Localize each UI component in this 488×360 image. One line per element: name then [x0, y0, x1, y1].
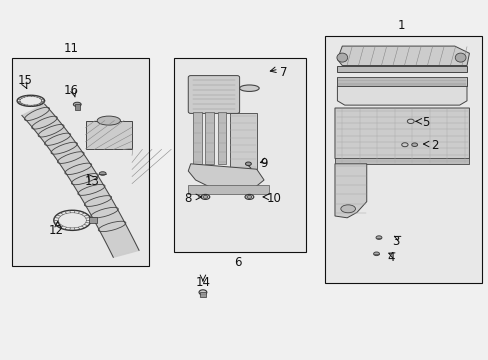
Ellipse shape [245, 162, 251, 166]
Text: 3: 3 [391, 235, 399, 248]
Text: 11: 11 [63, 42, 78, 55]
Bar [12, 58, 149, 266]
Ellipse shape [244, 194, 253, 199]
Polygon shape [22, 104, 139, 257]
Bar [188, 185, 268, 194]
Text: 5: 5 [421, 116, 428, 129]
Ellipse shape [411, 143, 417, 147]
Text: 6: 6 [234, 256, 242, 269]
Polygon shape [188, 164, 264, 192]
Ellipse shape [373, 252, 379, 256]
Bar [193, 112, 202, 164]
Text: 7: 7 [279, 66, 287, 78]
Text: 13: 13 [84, 175, 99, 188]
Ellipse shape [199, 290, 206, 295]
Bar [12, 58, 149, 266]
Ellipse shape [97, 116, 120, 125]
FancyBboxPatch shape [188, 76, 239, 113]
Ellipse shape [73, 102, 81, 107]
Bar [217, 112, 226, 164]
Polygon shape [337, 66, 466, 72]
Ellipse shape [454, 53, 465, 62]
Text: 12: 12 [49, 224, 63, 237]
Ellipse shape [407, 119, 413, 123]
Text: 1: 1 [396, 19, 404, 32]
Ellipse shape [401, 143, 407, 147]
Ellipse shape [99, 172, 106, 175]
Text: 9: 9 [260, 157, 267, 170]
Bar [199, 292, 206, 297]
Ellipse shape [239, 85, 259, 91]
Bar [229, 113, 256, 169]
Polygon shape [337, 86, 466, 105]
Ellipse shape [201, 194, 209, 199]
Text: 14: 14 [195, 276, 210, 289]
Bar [173, 58, 305, 252]
Ellipse shape [336, 53, 347, 62]
Polygon shape [334, 158, 468, 164]
Text: 4: 4 [386, 251, 394, 264]
Ellipse shape [375, 236, 381, 239]
Ellipse shape [203, 195, 207, 198]
Bar [88, 217, 97, 223]
Polygon shape [337, 77, 466, 86]
Text: 16: 16 [63, 84, 78, 96]
Bar [325, 36, 481, 283]
Bar [205, 112, 214, 164]
Bar [85, 121, 132, 149]
Text: 10: 10 [266, 192, 281, 204]
Bar [325, 36, 481, 283]
Ellipse shape [340, 205, 355, 213]
Ellipse shape [246, 195, 251, 198]
Bar [173, 58, 305, 252]
Polygon shape [334, 108, 468, 164]
Text: 8: 8 [184, 192, 192, 204]
Text: 2: 2 [430, 139, 438, 152]
Text: 15: 15 [18, 75, 33, 87]
Polygon shape [334, 164, 366, 218]
Bar [75, 104, 80, 110]
Polygon shape [337, 46, 468, 66]
